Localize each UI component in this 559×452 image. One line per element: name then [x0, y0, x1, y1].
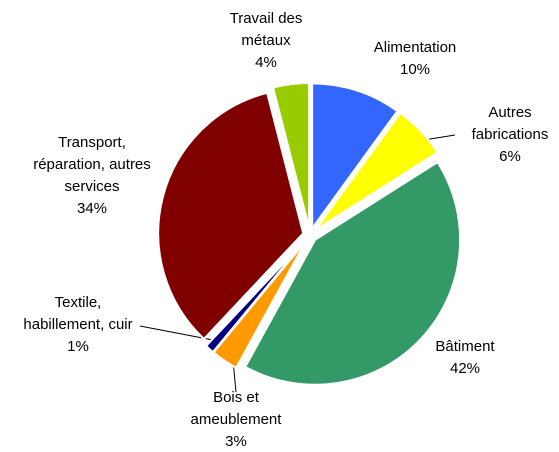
pie-slice [271, 82, 311, 229]
slice-label: Transport, réparation, autres services 34… [33, 132, 151, 220]
category-name: Alimentation [373, 39, 457, 56]
category-name: Transport, réparation, autres services [33, 134, 151, 195]
pie-slice [243, 160, 462, 386]
category-name: Textile, habillement, cuir [23, 294, 133, 333]
slice-label: Autres fabrications 6% [472, 102, 549, 168]
value-label: 1% [67, 338, 89, 355]
category-name: Travail des métaux [229, 10, 303, 49]
value-label: 6% [499, 148, 521, 165]
slice-label: Alimentation 10% [374, 37, 457, 81]
category-name: Autres fabrications [471, 104, 549, 143]
category-name: Bois et ameublement [190, 389, 282, 428]
value-label: 42% [449, 360, 481, 377]
value-label: 4% [255, 54, 277, 71]
category-name: Bâtiment [435, 338, 495, 355]
value-label: 3% [225, 433, 247, 450]
leader-line [139, 325, 214, 341]
slice-label: Travail des métaux 4% [230, 8, 303, 74]
pie-slice [157, 91, 305, 341]
value-label: 10% [399, 61, 431, 78]
slice-label: Bâtiment 42% [435, 336, 494, 380]
pie-slice [311, 82, 399, 232]
value-label: 34% [76, 200, 108, 217]
pie-slice [204, 239, 307, 354]
slice-label: Bois et ameublement 3% [191, 387, 282, 452]
pie-slice [314, 111, 439, 232]
slice-label: Textile, habillement, cuir 1% [23, 292, 132, 358]
